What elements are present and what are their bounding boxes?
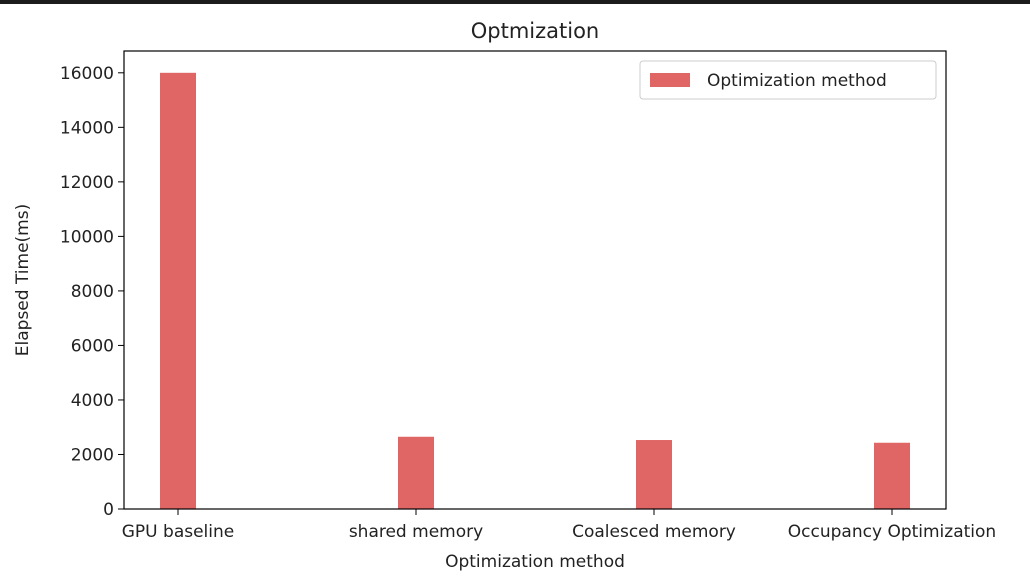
x-axis-ticks: GPU baseline shared memory Coalesced memor… <box>122 509 996 542</box>
y-tick-label: 8000 <box>71 282 114 302</box>
legend-swatch <box>650 73 690 87</box>
y-tick-label: 10000 <box>60 227 114 247</box>
x-tick-label: Occupancy Optimization <box>788 522 996 542</box>
y-tick-label: 14000 <box>60 118 114 138</box>
x-tick-label: GPU baseline <box>122 522 234 542</box>
bar <box>398 436 434 509</box>
x-tick-label: shared memory <box>349 522 483 542</box>
legend-box <box>639 60 937 100</box>
y-tick-label: 2000 <box>71 445 114 465</box>
y-tick-label: 16000 <box>60 64 114 84</box>
x-tick-label: Coalesced memory <box>572 522 736 542</box>
plot-frame <box>123 50 947 510</box>
legend-entry-label: Optimization method <box>707 71 887 91</box>
bar <box>874 442 910 509</box>
bars <box>160 72 910 510</box>
top-dark-band <box>0 0 1030 4</box>
legend: Optimization method <box>639 60 937 100</box>
chart-title: Optmization <box>471 19 600 43</box>
x-axis-label: Optimization method <box>445 552 625 572</box>
y-tick-label: 0 <box>103 500 114 520</box>
bar <box>636 440 672 509</box>
y-axis-label: Elapsed Time(ms) <box>13 204 33 356</box>
y-tick-label: 12000 <box>60 173 114 193</box>
y-tick-label: 4000 <box>71 391 114 411</box>
y-tick-label: 6000 <box>71 336 114 356</box>
bar <box>160 72 196 510</box>
y-axis-ticks: 0 2000 4000 6000 8000 10000 12000 14000 16000 <box>60 64 124 520</box>
